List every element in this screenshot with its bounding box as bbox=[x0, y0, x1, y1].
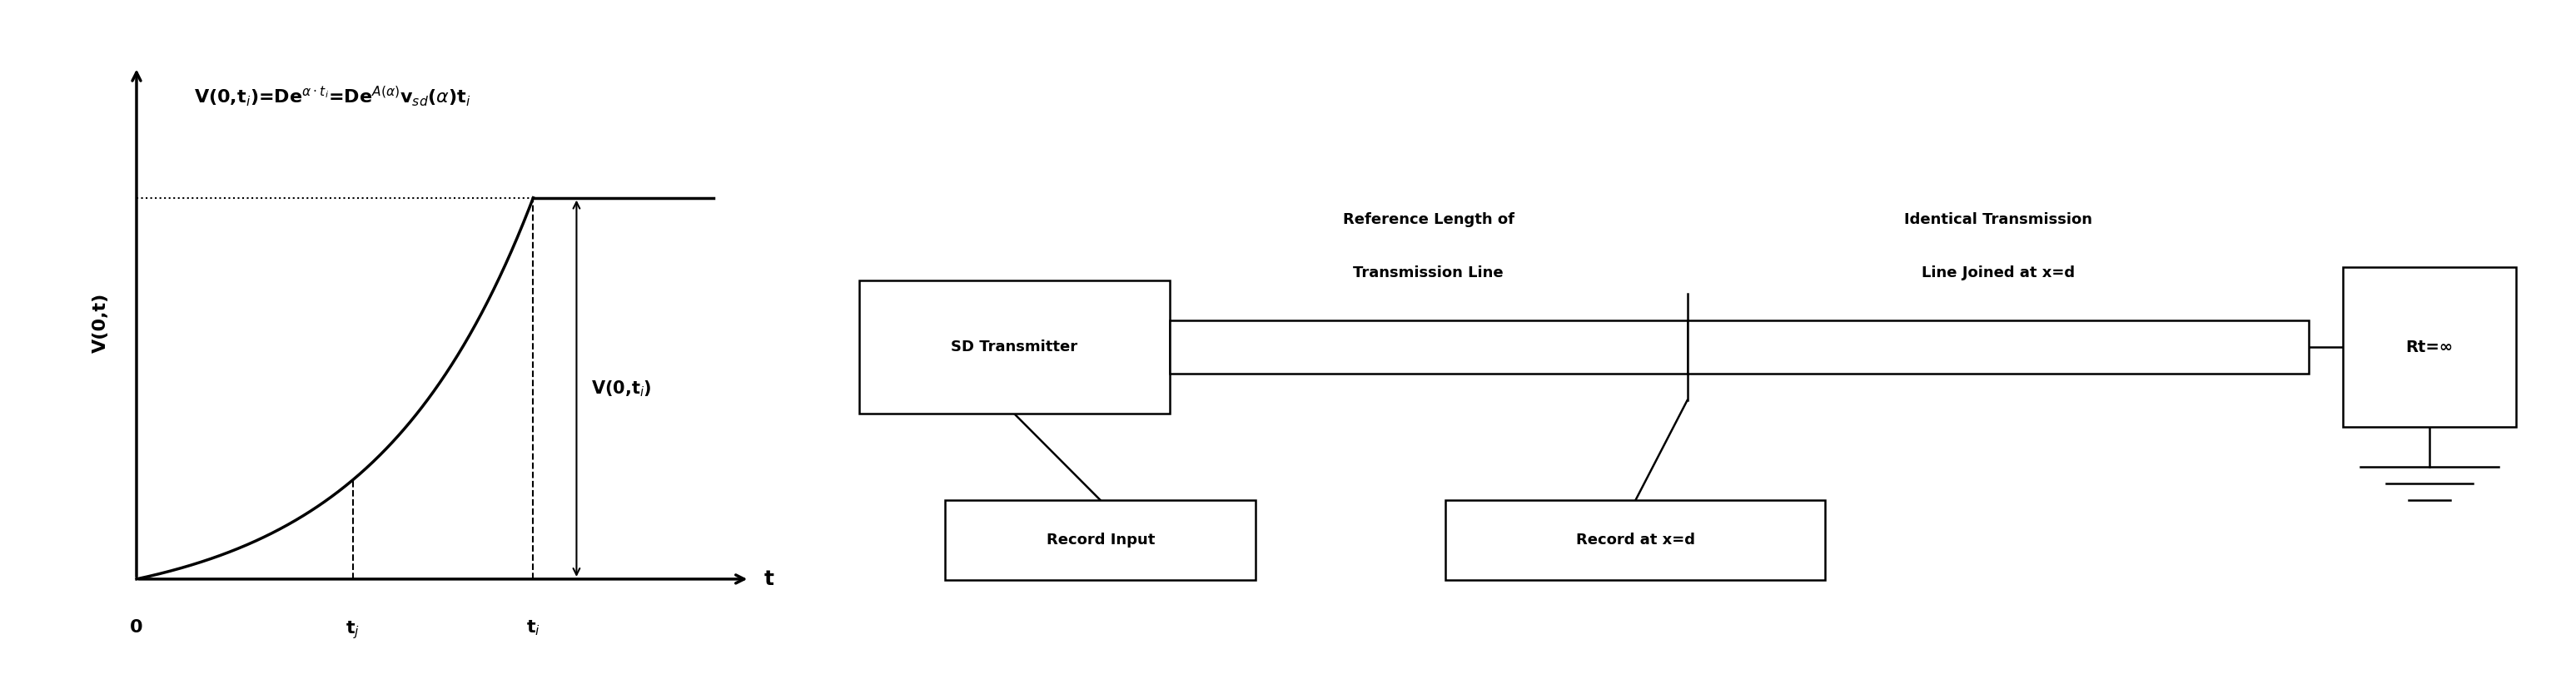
Text: Record at x=d: Record at x=d bbox=[1577, 533, 1695, 548]
Text: Identical Transmission: Identical Transmission bbox=[1904, 212, 2092, 227]
Text: t: t bbox=[765, 569, 773, 589]
Text: SD Transmitter: SD Transmitter bbox=[951, 339, 1077, 355]
Text: V(0,t): V(0,t) bbox=[93, 293, 108, 353]
Text: Reference Length of: Reference Length of bbox=[1342, 212, 1515, 227]
Text: t$_{i}$: t$_{i}$ bbox=[526, 619, 541, 638]
Text: Line Joined at x=d: Line Joined at x=d bbox=[1922, 265, 2074, 280]
Text: Record Input: Record Input bbox=[1046, 533, 1154, 548]
Text: Transmission Line: Transmission Line bbox=[1352, 265, 1504, 280]
Text: V(0,t$_{i}$): V(0,t$_{i}$) bbox=[590, 379, 652, 398]
Bar bbox=[1170, 321, 1687, 373]
Text: Rt=∞: Rt=∞ bbox=[2406, 339, 2452, 355]
Text: t$_{j}$: t$_{j}$ bbox=[345, 619, 361, 641]
Bar bbox=[1445, 500, 1826, 580]
Bar bbox=[945, 500, 1257, 580]
Text: V(0,t$_{i}$)=De$^{\alpha \cdot t_{i}}$=De$^{A(\alpha)}$v$_{sd}$($\alpha$)t$_{i}$: V(0,t$_{i}$)=De$^{\alpha \cdot t_{i}}$=D… bbox=[193, 84, 471, 108]
Bar bbox=[858, 280, 1170, 414]
Bar bbox=[2344, 267, 2517, 427]
Bar bbox=[1687, 321, 2308, 373]
Text: 0: 0 bbox=[129, 619, 144, 636]
